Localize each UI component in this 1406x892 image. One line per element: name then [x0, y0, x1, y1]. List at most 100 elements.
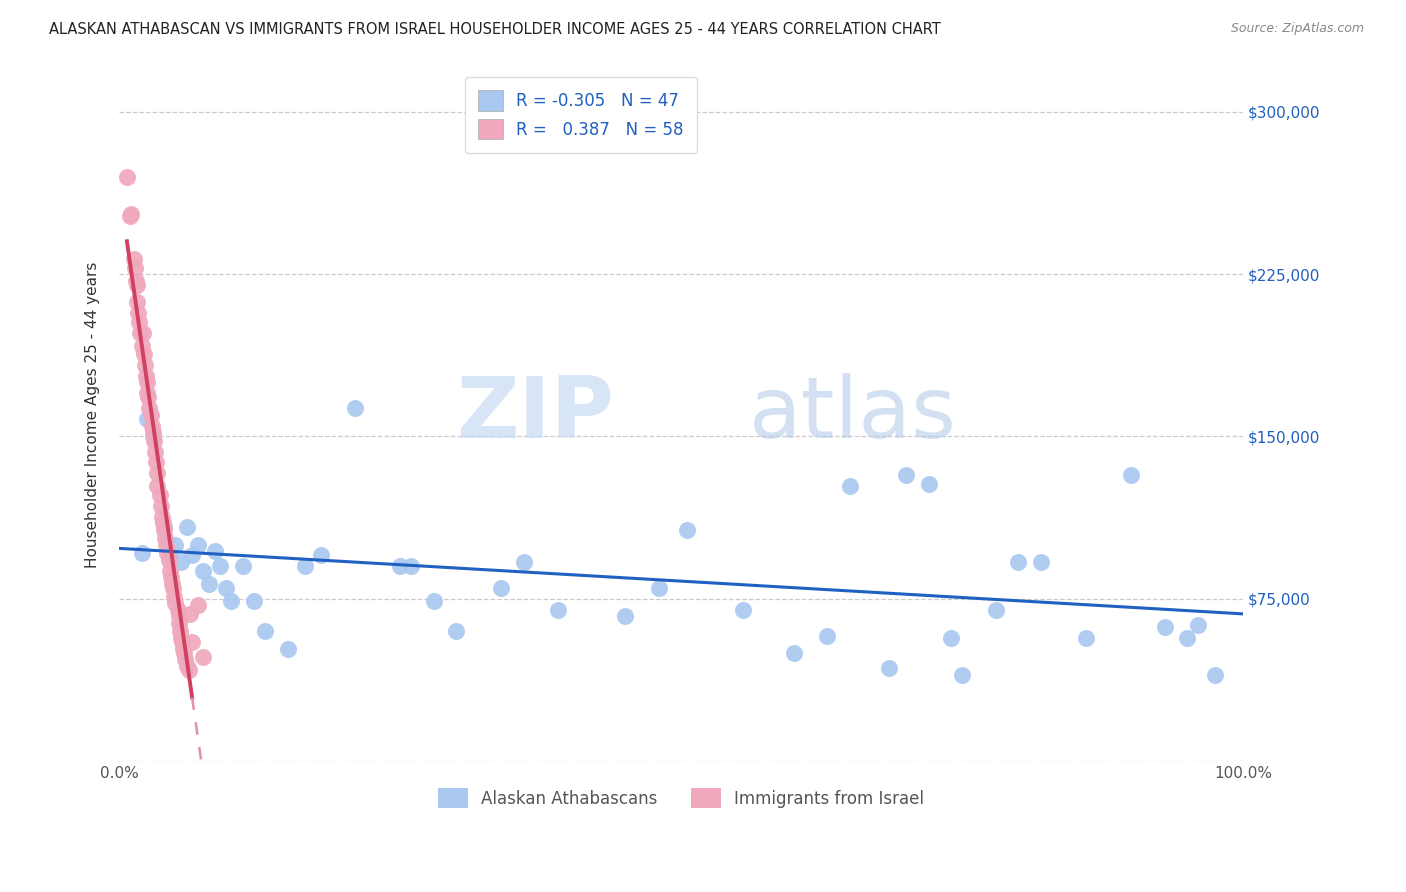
Point — [159, 570, 181, 584]
Point — [491, 581, 513, 595]
Point — [134, 358, 156, 372]
Point — [174, 652, 197, 666]
Point — [177, 663, 200, 677]
Point — [193, 564, 215, 578]
Point — [129, 326, 152, 340]
Point — [193, 650, 215, 665]
Point — [156, 546, 179, 560]
Point — [115, 169, 138, 184]
Point — [277, 641, 299, 656]
Point — [157, 553, 180, 567]
Point — [162, 581, 184, 595]
Point — [160, 576, 183, 591]
Point — [254, 624, 277, 639]
Point — [243, 594, 266, 608]
Point — [150, 509, 173, 524]
Point — [131, 546, 153, 560]
Point — [138, 401, 160, 416]
Point — [1007, 555, 1029, 569]
Point — [148, 488, 170, 502]
Text: atlas: atlas — [748, 373, 956, 457]
Point — [1074, 631, 1097, 645]
Point — [146, 479, 169, 493]
Point — [142, 425, 165, 439]
Point — [124, 260, 146, 275]
Point — [142, 434, 165, 448]
Point — [132, 347, 155, 361]
Point — [136, 376, 159, 390]
Point — [311, 549, 333, 563]
Point — [176, 520, 198, 534]
Text: Source: ZipAtlas.com: Source: ZipAtlas.com — [1230, 22, 1364, 36]
Point — [1175, 631, 1198, 645]
Point — [127, 306, 149, 320]
Point — [167, 609, 190, 624]
Point — [145, 455, 167, 469]
Point — [120, 209, 142, 223]
Point — [232, 559, 254, 574]
Point — [139, 408, 162, 422]
Point — [173, 646, 195, 660]
Point — [146, 467, 169, 481]
Point — [125, 274, 148, 288]
Point — [209, 559, 232, 574]
Point — [838, 479, 860, 493]
Point — [136, 412, 159, 426]
Point — [165, 596, 187, 610]
Text: ZIP: ZIP — [456, 373, 614, 457]
Point — [170, 631, 193, 645]
Point — [939, 631, 962, 645]
Point — [149, 499, 172, 513]
Point — [170, 555, 193, 569]
Point — [131, 338, 153, 352]
Point — [917, 477, 939, 491]
Point — [894, 468, 917, 483]
Point — [950, 667, 973, 681]
Point — [215, 581, 238, 595]
Point — [815, 629, 838, 643]
Point — [136, 386, 159, 401]
Point — [187, 538, 209, 552]
Point — [446, 624, 468, 639]
Point — [187, 599, 209, 613]
Point — [172, 641, 194, 656]
Point — [294, 559, 316, 574]
Point — [143, 444, 166, 458]
Point — [167, 615, 190, 630]
Point — [142, 429, 165, 443]
Point — [782, 646, 804, 660]
Point — [163, 590, 186, 604]
Point — [181, 635, 204, 649]
Point — [159, 549, 181, 563]
Point — [1153, 620, 1175, 634]
Point — [120, 206, 142, 220]
Point — [614, 609, 637, 624]
Point — [155, 538, 177, 552]
Point — [221, 594, 243, 608]
Point — [344, 401, 367, 416]
Point — [877, 661, 900, 675]
Point — [547, 602, 569, 616]
Point — [389, 559, 412, 574]
Point — [152, 516, 174, 530]
Point — [984, 602, 1007, 616]
Point — [179, 607, 201, 621]
Point — [675, 523, 697, 537]
Point — [128, 315, 150, 329]
Point — [1204, 667, 1226, 681]
Point — [125, 295, 148, 310]
Point — [1187, 617, 1209, 632]
Point — [169, 624, 191, 639]
Point — [153, 523, 176, 537]
Point — [198, 576, 221, 591]
Point — [166, 602, 188, 616]
Point — [176, 658, 198, 673]
Point — [125, 277, 148, 292]
Point — [153, 531, 176, 545]
Point — [159, 564, 181, 578]
Point — [136, 391, 159, 405]
Point — [647, 581, 669, 595]
Point — [165, 538, 187, 552]
Point — [1119, 468, 1142, 483]
Point — [153, 520, 176, 534]
